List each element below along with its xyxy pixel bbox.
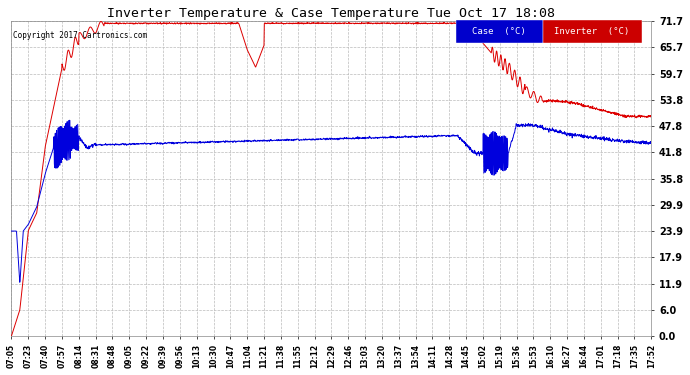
Text: Inverter  (°C): Inverter (°C) xyxy=(555,27,630,36)
FancyBboxPatch shape xyxy=(456,20,542,43)
FancyBboxPatch shape xyxy=(542,20,642,43)
Text: Case  (°C): Case (°C) xyxy=(473,27,526,36)
Text: Copyright 2017 Cartronics.com: Copyright 2017 Cartronics.com xyxy=(12,30,147,39)
Title: Inverter Temperature & Case Temperature Tue Oct 17 18:08: Inverter Temperature & Case Temperature … xyxy=(108,7,555,20)
